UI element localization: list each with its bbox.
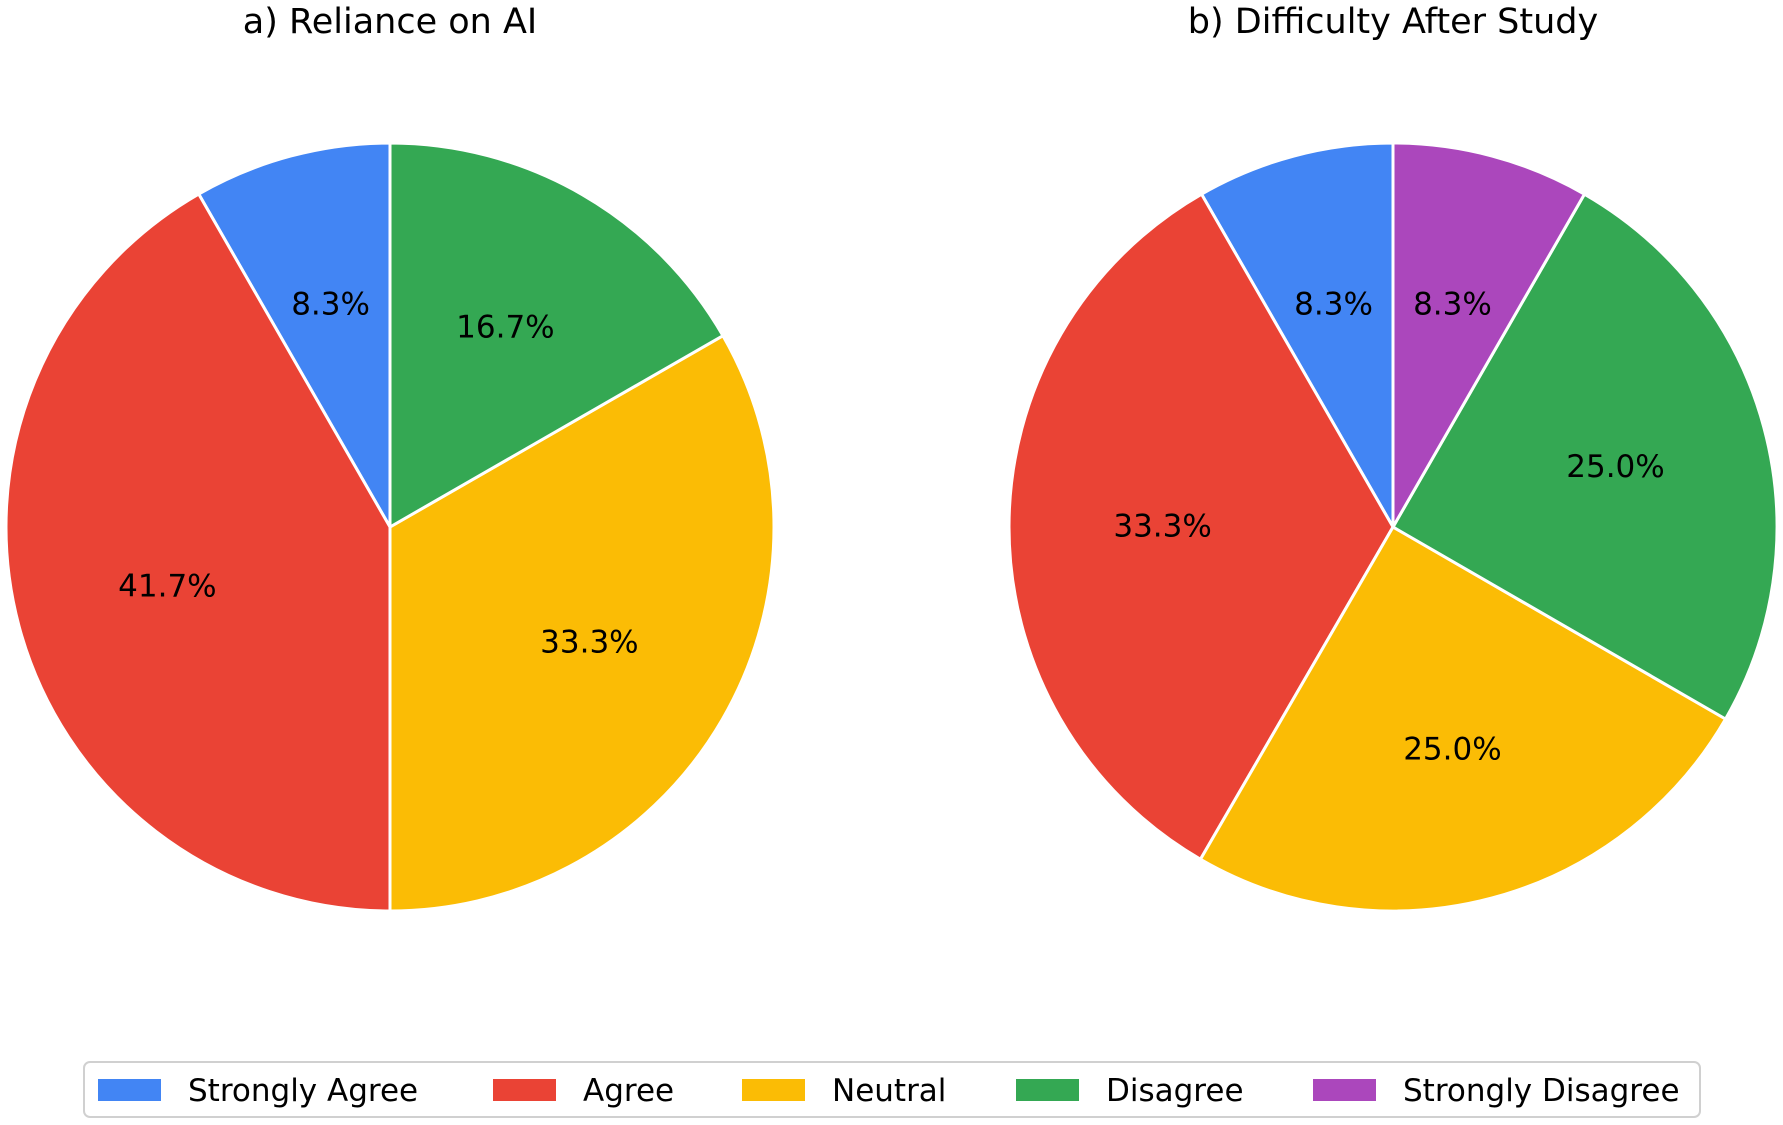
legend-swatch-disagree [1016,1079,1079,1101]
pie-slice-a-disagree [388,141,725,529]
pie-slice-b-strongly-agree [1200,141,1395,529]
pie-slice-b-neutral [1198,525,1728,913]
pie-label-b-strongly-disagree: 8.3% [1413,286,1492,322]
pie-label-b-disagree: 25.0% [1566,449,1664,485]
pie-slice-a-strongly-agree [197,141,392,529]
pie-label-b-strongly-agree: 8.3% [1294,286,1373,322]
chart-title-b: b) Difficulty After Study [1188,2,1598,42]
legend-frame [83,1061,1701,1118]
pie-slices-a [4,141,776,913]
chart-title-a: a) Reliance on AI [243,2,537,42]
pie-slice-a-agree [4,192,392,913]
pie-labels-b: 8.3% 33.3% 25.0% 25.0% 8.3% [1113,286,1664,767]
pie-slice-a-neutral [388,334,776,913]
legend-swatch-strongly-agree [98,1079,161,1101]
pie-chart-difficulty-after-study: b) Difficulty After Study 8.3% 33.3% 25.0%… [1007,2,1779,913]
legend: Strongly Agree Agree Neutral Disagree Strong… [83,1061,1701,1118]
legend-label-disagree: Disagree [1106,1073,1244,1109]
pie-label-a-neutral: 33.3% [540,624,638,660]
legend-label-strongly-disagree: Strongly Disagree [1403,1073,1680,1109]
pie-slice-b-strongly-disagree [1391,141,1586,529]
pie-label-a-strongly-agree: 8.3% [291,286,370,322]
pie-labels-a: 8.3% 41.7% 33.3% 16.7% [118,286,639,660]
pie-chart-reliance-on-ai: a) Reliance on AI 8.3% 41.7% 33.3% 16.7% [4,2,776,913]
legend-label-agree: Agree [583,1073,674,1109]
pie-slice-b-agree [1007,192,1395,861]
pie-label-a-agree: 41.7% [118,568,216,604]
pie-slice-b-disagree [1391,192,1779,721]
legend-label-neutral: Neutral [832,1073,946,1109]
legend-swatch-agree [493,1079,556,1101]
pie-slices-b [1007,141,1779,913]
pie-label-a-disagree: 16.7% [456,310,554,346]
pie-label-b-neutral: 25.0% [1403,732,1501,768]
legend-items: Strongly Agree Agree Neutral Disagree Strong… [98,1073,1680,1109]
pie-label-b-agree: 33.3% [1113,509,1211,545]
legend-swatch-neutral [742,1079,805,1101]
legend-swatch-strongly-disagree [1313,1079,1376,1101]
legend-label-strongly-agree: Strongly Agree [188,1073,418,1109]
